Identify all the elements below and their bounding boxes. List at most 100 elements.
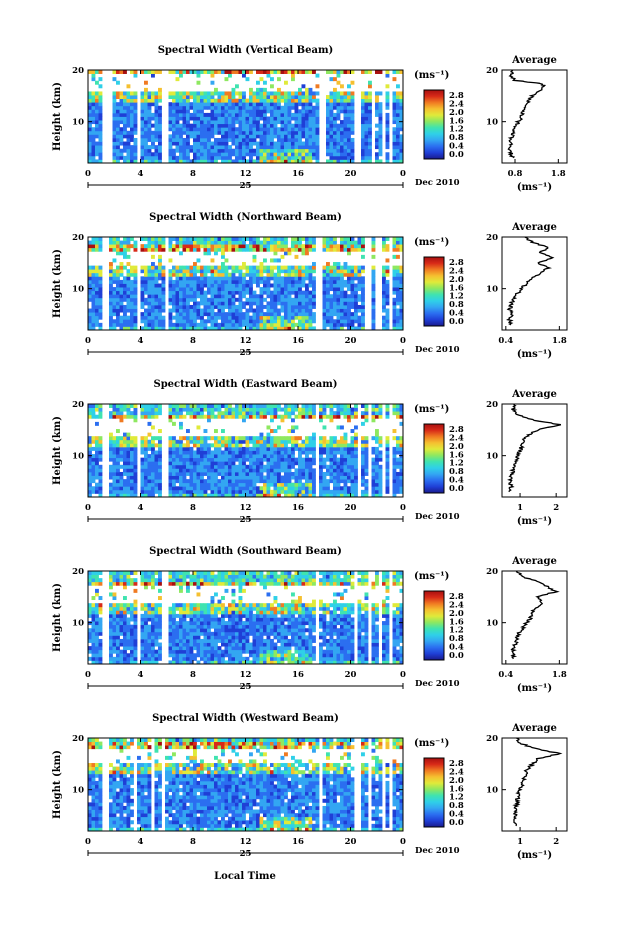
heatmap-cell (291, 457, 295, 462)
heatmap-cell (221, 308, 225, 313)
heatmap-cell (252, 109, 257, 114)
heatmap-cell (238, 308, 243, 313)
heatmap-cell (291, 297, 295, 302)
heatmap-cell (112, 454, 117, 459)
heatmap-cell (109, 436, 113, 441)
heatmap-cell (147, 130, 152, 135)
heatmap-cell (347, 148, 351, 153)
heatmap-cell (172, 134, 176, 139)
heatmap-cell (193, 461, 197, 466)
heatmap-cell (172, 155, 176, 160)
heatmap-cell (385, 120, 390, 125)
heatmap-cell (305, 105, 309, 110)
heatmap-cell (130, 95, 134, 100)
heatmap-cell (231, 87, 236, 92)
heatmap-cell (214, 116, 218, 121)
heatmap-cell (361, 279, 365, 284)
heatmap-cell (221, 123, 225, 128)
heatmap-cell (200, 326, 204, 331)
heatmap-cell (172, 436, 176, 441)
heatmap-cell (224, 457, 229, 462)
heatmap-cell (252, 411, 257, 416)
heatmap-cell (91, 102, 96, 107)
heatmap-cell (193, 152, 197, 157)
heatmap-cell (217, 116, 222, 121)
heatmap-cell (333, 294, 337, 299)
heatmap-cell (312, 301, 316, 306)
heatmap-cell (154, 326, 159, 331)
heatmap-cell (259, 457, 264, 462)
heatmap-cell (221, 471, 225, 476)
heatmap-cell (151, 315, 155, 320)
heatmap-cell (186, 319, 190, 324)
heatmap-cell (235, 446, 239, 451)
heatmap-cell (235, 112, 239, 117)
heatmap-cell (301, 308, 306, 313)
heatmap-cell (189, 95, 194, 100)
heatmap-cell (245, 159, 250, 164)
heatmap-cell (231, 159, 236, 164)
heatmap-cell (168, 159, 173, 164)
heatmap-cell (277, 457, 281, 462)
heatmap-cell (350, 471, 355, 476)
heatmap-cell (256, 95, 260, 100)
heatmap-cell (263, 123, 267, 128)
heatmap-cell (277, 95, 281, 100)
heatmap-cell (196, 105, 201, 110)
heatmap-cell (273, 240, 278, 245)
heatmap-cell (207, 287, 211, 292)
heatmap-cell (399, 109, 404, 114)
heatmap-cell (326, 493, 330, 498)
heatmap-cell (119, 120, 124, 125)
heatmap-cell (147, 468, 152, 473)
heatmap-cell (88, 315, 92, 320)
heatmap-cell (312, 134, 316, 139)
heatmap-cell (378, 159, 383, 164)
heatmap-cell (235, 312, 239, 317)
heatmap-cell (354, 489, 358, 494)
heatmap-cell (109, 450, 113, 455)
heatmap-cell (263, 98, 267, 103)
heatmap-cell (207, 70, 211, 74)
heatmap-cell (291, 123, 295, 128)
heatmap-cell (308, 159, 313, 164)
heatmap-cell (343, 304, 348, 309)
heatmap-cell (217, 109, 222, 114)
heatmap-cell (168, 315, 173, 320)
heatmap-cell (259, 404, 264, 408)
heatmap-cell (287, 493, 292, 498)
heatmap-cell (95, 123, 99, 128)
heatmap-cell (315, 84, 320, 89)
heatmap-cell (294, 265, 299, 270)
heatmap-cell (315, 112, 320, 117)
heatmap-cell (329, 471, 334, 476)
heatmap-cell (207, 418, 211, 423)
heatmap-cell (263, 304, 267, 309)
heatmap-cell (273, 247, 278, 252)
heatmap-cell (140, 457, 145, 462)
heatmap-cell (329, 272, 334, 277)
heatmap-cell (301, 102, 306, 107)
heatmap-cell (98, 244, 103, 249)
heatmap-cell (91, 73, 96, 78)
heatmap-cell (301, 134, 306, 139)
heatmap-cell (385, 446, 390, 451)
heatmap-cell (207, 290, 211, 295)
heatmap-cell (347, 464, 351, 469)
heatmap-cell (326, 265, 330, 270)
heatmap-cell (308, 326, 313, 331)
heatmap-cell (214, 247, 218, 252)
heatmap-cell (252, 98, 257, 103)
heatmap-cell (217, 308, 222, 313)
heatmap-cell (217, 70, 222, 74)
heatmap-cell (364, 123, 369, 128)
heatmap-cell (214, 475, 218, 480)
heatmap-cell (252, 493, 257, 498)
heatmap-cell (231, 148, 236, 153)
heatmap-cell (228, 91, 232, 96)
heatmap-cell (193, 244, 197, 249)
heatmap-cell (182, 297, 187, 302)
heatmap-cell (298, 461, 302, 466)
heatmap-cell (364, 404, 369, 408)
heatmap-cell (231, 315, 236, 320)
